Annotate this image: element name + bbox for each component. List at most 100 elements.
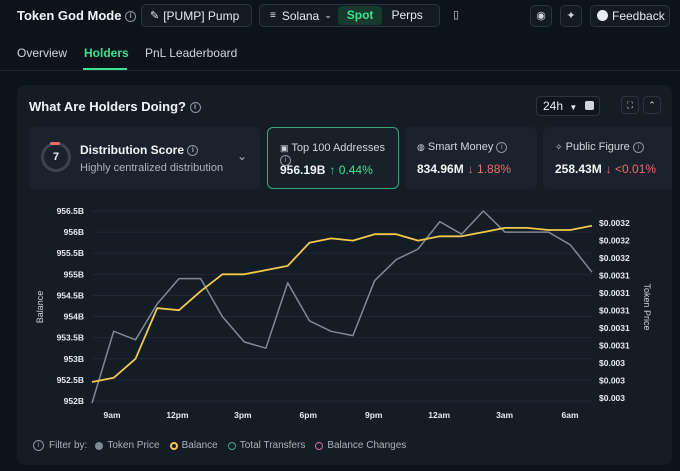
top100-change: ↑ 0.44% xyxy=(329,163,373,177)
y-left-tick-label: 952.5B xyxy=(57,375,84,385)
tab-bar: Overview Holders PnL Leaderboard xyxy=(0,44,680,71)
top100-label: Top 100 Addresses xyxy=(291,142,385,154)
calendar-icon[interactable] xyxy=(585,101,594,110)
y-right-tick-label: $0.0032 xyxy=(599,236,630,246)
time-range-select[interactable]: 24h ▼ xyxy=(536,96,600,116)
tab-overview[interactable]: Overview xyxy=(17,46,68,60)
top-100-addresses-card[interactable]: ▣ Top 100 Addresses i 956.19B ↑ 0.44% xyxy=(267,127,399,189)
y-left-tick-label: 953B xyxy=(64,354,84,364)
x-tick-label: 12am xyxy=(428,410,450,420)
top100-label-wrap: ▣ Top 100 Addresses i xyxy=(280,142,398,166)
chat-bubble-icon xyxy=(597,10,608,21)
info-icon[interactable]: i xyxy=(187,145,199,157)
y-left-tick-label: 952B xyxy=(64,396,84,406)
legend-token-price[interactable]: Token Price xyxy=(95,440,160,451)
tab-pnl-leaderboard[interactable]: PnL Leaderboard xyxy=(145,46,238,60)
app-title: Token God Mode xyxy=(17,8,122,23)
legend-balance-changes[interactable]: Balance Changes xyxy=(315,440,406,451)
score-arc xyxy=(50,142,60,145)
y-right-tick-label: $0.0031 xyxy=(599,323,630,333)
info-icon[interactable]: i xyxy=(496,141,508,153)
y-left-tick-label: 956B xyxy=(64,227,84,237)
pin-icon[interactable]: ✦ xyxy=(560,5,582,27)
smart-money-card[interactable]: ◍ Smart Money i 834.96M ↓ 1.88% xyxy=(405,127,537,189)
y-right-tick-label: $0.0031 xyxy=(599,341,630,351)
top100-value: 956.19B xyxy=(280,163,326,177)
pencil-icon: ✎ xyxy=(150,10,160,22)
info-icon[interactable]: i xyxy=(632,141,644,153)
copy-icon[interactable]: ▯ xyxy=(452,9,460,21)
collapse-icon[interactable]: ⌃ xyxy=(643,96,661,114)
public-figure-card[interactable]: ✧ Public Figure i 258.43M ↓ <0.01% xyxy=(543,127,672,189)
y-right-tick-label: $0.0031 xyxy=(599,288,630,298)
x-tick-label: 12pm xyxy=(166,410,189,420)
active-tab-indicator xyxy=(83,68,127,70)
app-title-wrap: Token God Mode i xyxy=(17,8,137,23)
y-left-axis-label: Balance xyxy=(35,291,45,324)
x-tick-label: 3pm xyxy=(234,410,252,420)
token-price-line xyxy=(91,210,593,404)
smart-label: Smart Money xyxy=(427,141,494,153)
legend-total-transfers[interactable]: Total Transfers xyxy=(227,440,306,451)
distribution-sub: Highly centralized distribution xyxy=(80,162,224,174)
brain-icon: ◍ xyxy=(417,142,425,152)
y-right-tick-label: $0.0032 xyxy=(599,218,630,228)
y-right-tick-label: $0.003 xyxy=(599,376,625,386)
y-right-tick-label: $0.0031 xyxy=(599,306,630,316)
x-tick-label: 3am xyxy=(496,410,513,420)
feedback-button[interactable]: Feedback xyxy=(590,5,670,27)
holders-chart[interactable]: 956.5B 956B 955.5B 955B 954.5B 954B 953.5B 953B… xyxy=(17,85,672,430)
chain-label[interactable]: Solana xyxy=(281,8,320,23)
y-left-tick-label: 953.5B xyxy=(57,333,84,343)
x-tick-label: 9pm xyxy=(365,410,383,420)
smart-label-wrap: ◍ Smart Money i xyxy=(417,141,508,153)
y-left-tick-label: 955.5B xyxy=(57,248,84,258)
chain-market-selector[interactable]: ≡ Solana ⌄ Spot Perps xyxy=(259,4,440,27)
token-label: [PUMP] Pump xyxy=(163,8,240,23)
legend-label: Balance xyxy=(181,440,218,451)
x-tick-label: 9am xyxy=(103,410,120,420)
top100-value-wrap: 956.19B ↑ 0.44% xyxy=(280,163,373,177)
feedback-label: Feedback xyxy=(612,9,665,23)
info-icon: i xyxy=(33,440,44,451)
spot-toggle[interactable]: Spot xyxy=(337,6,383,25)
top-bar: Token God Mode i ✎ [PUMP] Pump ≡ Solana … xyxy=(0,0,680,32)
time-range-value: 24h xyxy=(543,99,564,113)
public-value: 258.43M xyxy=(555,162,602,176)
distribution-label-wrap: Distribution Score i xyxy=(80,143,199,157)
filter-label: Filter by: xyxy=(49,440,88,451)
y-left-tick-label: 956.5B xyxy=(57,206,84,216)
expand-icon[interactable]: ⛶ xyxy=(621,96,639,114)
legend-label: Balance Changes xyxy=(327,440,407,451)
legend-dot xyxy=(95,441,104,450)
legend-label: Total Transfers xyxy=(239,440,306,451)
holders-panel: What Are Holders Doing? i 24h ▼ ⛶ ⌃ 7 Di… xyxy=(17,85,672,465)
legend-balance[interactable]: Balance xyxy=(169,440,218,451)
public-label: Public Figure xyxy=(565,141,630,153)
distribution-score-card[interactable]: 7 Distribution Score i Highly centralize… xyxy=(29,127,260,189)
eye-icon[interactable]: ◉ xyxy=(530,5,552,27)
wallet-icon: ▣ xyxy=(280,143,289,153)
chart-legend: i Filter by: Token Price Balance Total T… xyxy=(33,440,416,451)
info-icon[interactable]: i xyxy=(189,102,201,114)
distribution-label: Distribution Score xyxy=(80,143,185,157)
score-value: 7 xyxy=(52,151,60,163)
chevron-down-icon: ⌄ xyxy=(324,10,332,20)
y-right-tick-label: $0.003 xyxy=(599,358,625,368)
info-icon[interactable]: i xyxy=(125,11,137,23)
y-right-tick-label: $0.0032 xyxy=(599,253,630,263)
token-selector[interactable]: ✎ [PUMP] Pump xyxy=(141,4,252,27)
chevron-down-icon[interactable]: ⌄ xyxy=(237,149,248,163)
caret-down-icon: ▼ xyxy=(569,103,578,112)
smart-value: 834.96M xyxy=(417,162,464,176)
tab-holders[interactable]: Holders xyxy=(84,46,129,60)
y-left-tick-label: 954B xyxy=(64,312,84,322)
y-right-tick-label: $0.0031 xyxy=(599,271,630,281)
panel-title: What Are Holders Doing? xyxy=(29,99,186,114)
perps-toggle[interactable]: Perps xyxy=(391,8,423,22)
smart-change: ↓ 1.88% xyxy=(467,162,512,176)
y-right-tick-label: $0.003 xyxy=(599,393,625,403)
y-left-tick-label: 954.5B xyxy=(57,290,84,300)
x-tick-label: 6am xyxy=(561,410,578,420)
info-icon[interactable]: i xyxy=(280,154,291,166)
